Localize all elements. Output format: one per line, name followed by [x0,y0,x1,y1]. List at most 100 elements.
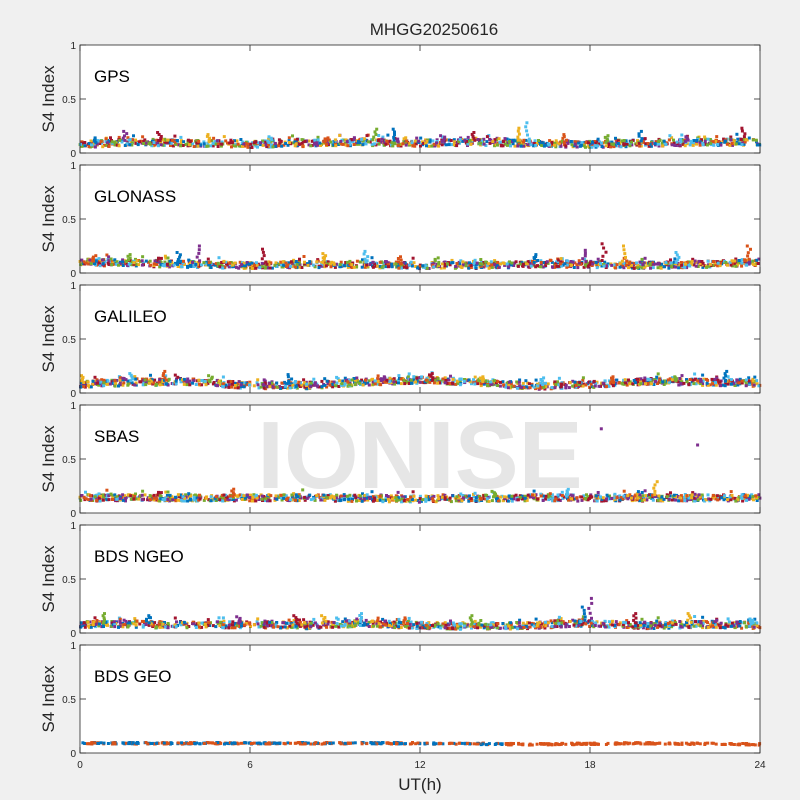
data-point [728,495,732,499]
data-point [361,258,364,262]
data-point [385,378,389,382]
data-point [460,499,464,503]
data-point [113,258,117,262]
data-point [142,381,146,385]
data-point [562,133,566,137]
data-point [566,261,570,265]
data-point [510,261,514,265]
data-point [467,264,471,268]
data-point [205,134,209,138]
data-point [660,141,664,145]
data-point [414,498,418,502]
data-point [206,133,210,137]
data-point [478,376,482,380]
data-point [240,263,244,267]
data-point [197,141,201,145]
data-point [410,381,413,385]
data-point [89,385,93,389]
data-point [685,266,689,270]
data-point [583,254,587,258]
data-point [471,134,475,138]
data-point [567,498,571,502]
data-point [424,378,428,382]
data-point [507,265,511,269]
data-point [206,618,210,622]
data-point [124,496,128,500]
data-point [129,373,133,377]
data-point [277,495,281,499]
data-point [98,142,102,145]
data-point [380,137,384,141]
data-point [270,138,274,142]
data-point [321,256,325,260]
data-point [515,496,519,500]
data-point [740,129,744,133]
data-point [375,127,379,131]
data-point [437,144,441,148]
data-point [113,384,117,388]
data-point [377,142,381,146]
data-point [502,140,505,144]
data-point [676,262,680,265]
data-point [562,135,566,138]
data-point [535,142,539,145]
data-point [159,135,163,138]
data-point [419,136,423,140]
data-point [723,494,727,498]
data-point [157,133,161,136]
data-point [611,384,615,388]
data-point [185,380,189,384]
data-point [569,497,573,501]
data-point [527,140,531,144]
data-point [622,266,626,270]
data-point [191,381,195,385]
data-point [373,496,377,500]
data-point [715,376,719,380]
data-point [479,141,482,145]
data-point [516,264,520,268]
data-point [388,380,392,384]
data-points [78,242,761,271]
data-point [644,142,648,146]
data-point [639,382,643,386]
data-point [192,495,196,499]
data-point [490,263,494,267]
data-point [358,260,362,264]
data-point [472,136,476,140]
data-point [594,260,598,264]
data-point [313,138,317,142]
data-point [260,261,264,265]
data-point [691,142,695,146]
data-point [679,261,683,264]
data-point [294,260,298,263]
data-point [718,264,722,268]
data-point [618,494,622,498]
data-point [161,143,165,147]
data-point [332,380,336,384]
data-point [633,261,637,265]
data-point [124,378,128,382]
data-point [578,381,582,384]
data-point [89,497,93,501]
data-point [706,493,710,497]
data-point [561,136,565,140]
data-point [213,496,217,500]
data-point [462,379,466,383]
data-point [134,262,138,266]
data-point [474,496,478,500]
data-point [208,380,212,384]
data-point [714,383,718,387]
data-point [327,138,331,142]
data-point [210,377,214,381]
data-point [457,496,461,500]
data-point [654,495,657,499]
data-point [330,494,334,498]
data-point [689,494,692,498]
data-point [186,499,190,503]
data-point [173,373,177,377]
data-point [473,382,477,386]
data-point [482,382,486,386]
data-point [386,133,390,137]
data-point [198,497,202,501]
data-point [688,264,692,268]
